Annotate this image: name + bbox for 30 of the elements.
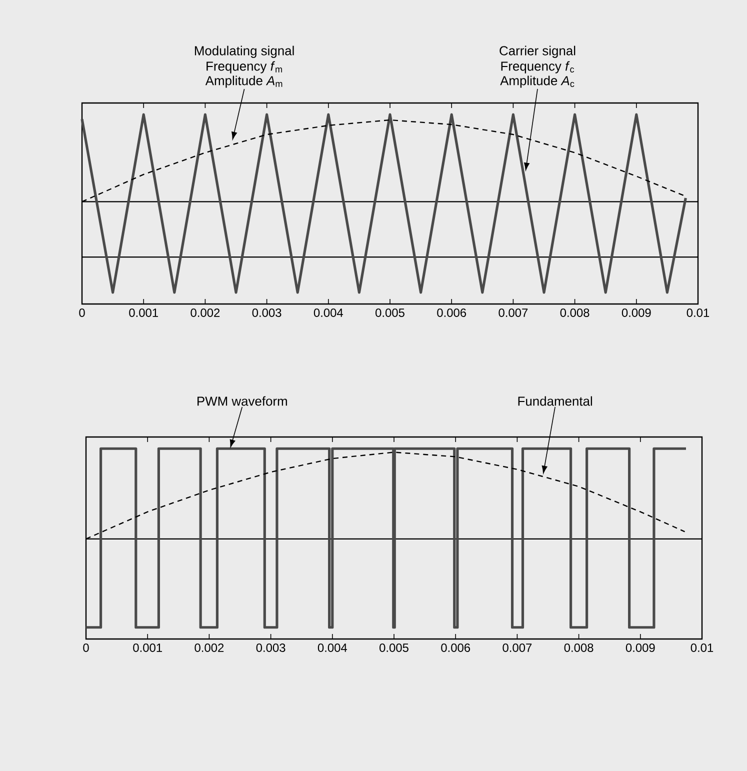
x-tick-label: 0.001 [129, 308, 158, 317]
text: Carrier signal [500, 46, 576, 58]
x-tick-label: 0.007 [498, 308, 528, 317]
x-tick-label: 0.007 [502, 644, 532, 652]
annotation: PWM waveform [198, 396, 287, 406]
x-tick-label: 0.005 [380, 644, 408, 652]
x-tick-label: 0.008 [564, 644, 594, 652]
text: Frequency f$_{m}$ [206, 61, 282, 74]
text: Modulating signal [194, 46, 294, 58]
text: Frequency f$_{c}$ [501, 61, 574, 74]
x-tick-label: 0 [83, 644, 89, 652]
x-tick-label: 0.009 [622, 308, 651, 317]
x-tick-label: 0.004 [318, 644, 348, 652]
x-tick-label: 0.002 [190, 308, 220, 317]
x-tick-label: 0.003 [252, 308, 282, 317]
annotation: Fundamental [518, 396, 592, 406]
x-tick-label: 0.001 [133, 644, 162, 652]
x-tick-label: 0.002 [194, 644, 224, 652]
x-tick-label: 0.003 [256, 644, 286, 652]
x-tick-label: 0.008 [560, 308, 590, 317]
x-tick-label: 0.006 [437, 308, 466, 317]
x-tick-label: 0 [79, 308, 85, 317]
x-tick-label: 0.004 [314, 308, 344, 317]
x-tick-label: 0.01 [690, 644, 714, 652]
x-tick-label: 0.01 [686, 308, 710, 317]
x-tick-label: 0.006 [441, 644, 470, 652]
annotation: Amplitude A$_{m}$ [205, 76, 282, 88]
x-tick-label: 0.005 [376, 308, 404, 317]
annotation: Amplitude A$_{c}$ [500, 76, 574, 88]
x-tick-label: 0.009 [626, 644, 655, 652]
